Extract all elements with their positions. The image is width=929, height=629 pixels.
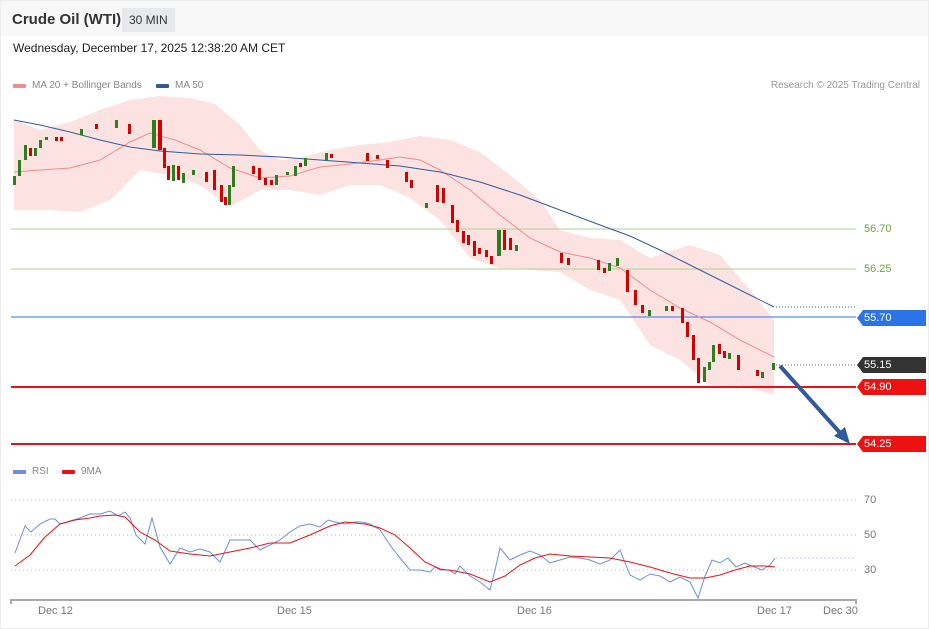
rsi-level-30: 30 xyxy=(864,564,877,576)
legend-9ma: 9MA xyxy=(62,466,102,477)
x-label-dec12: Dec 12 xyxy=(38,605,73,617)
legend-ma20: MA 20 + Bollinger Bands xyxy=(13,80,142,91)
legend-label: MA 50 xyxy=(175,80,204,91)
ma20-line xyxy=(13,132,775,358)
rsi-level-50: 50 xyxy=(864,529,877,541)
x-label-dec30: Dec 30 xyxy=(823,605,858,617)
9ma-swatch-icon xyxy=(62,469,75,474)
support-tag-1: 54.90 xyxy=(857,379,926,395)
header-bar: Crude Oil (WTI) 30 MIN xyxy=(1,1,928,36)
candles xyxy=(13,120,775,383)
x-label-dec17: Dec 17 xyxy=(757,605,792,617)
resistance-label-2: 56.70 xyxy=(864,223,892,235)
pivot-tag: 55.70 xyxy=(857,310,926,326)
rsi-swatch-icon xyxy=(13,469,26,474)
timestamp: Wednesday, December 17, 2025 12:38:20 AM… xyxy=(13,41,286,55)
rsi-level-70: 70 xyxy=(864,494,877,506)
instrument-title: Crude Oil (WTI) xyxy=(12,11,122,28)
forecast-arrow-icon xyxy=(778,364,850,444)
ma20-swatch-icon xyxy=(13,83,26,88)
ma50-swatch-icon xyxy=(156,83,169,88)
ma50-line xyxy=(13,119,775,308)
legend-label: MA 20 + Bollinger Bands xyxy=(32,80,142,91)
resistance-label-1: 56.25 xyxy=(864,263,892,275)
legend-label: RSI xyxy=(32,466,49,477)
x-label-dec16: Dec 16 xyxy=(517,605,552,617)
support-tag-2: 54.25 xyxy=(857,436,926,452)
legend-rsi: RSI xyxy=(13,466,49,477)
x-label-dec15: Dec 15 xyxy=(277,605,312,617)
legend-label: 9MA xyxy=(81,466,102,477)
bollinger-band xyxy=(14,96,774,395)
copyright: Research © 2025 Trading Central xyxy=(770,80,920,91)
legend-ma50: MA 50 xyxy=(156,80,203,91)
interval-badge[interactable]: 30 MIN xyxy=(122,8,175,32)
last-price-tag: 55.15 xyxy=(857,357,926,373)
rsi-line xyxy=(14,510,776,600)
rsi-9ma-line xyxy=(14,514,776,583)
